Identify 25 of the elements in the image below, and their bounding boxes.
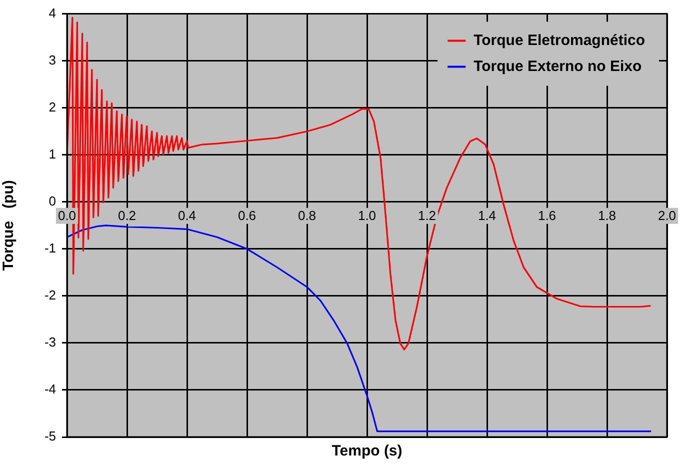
x-tick-label: 1.6 xyxy=(538,208,556,223)
y-tick-label: 1 xyxy=(48,146,56,162)
y-tick-label: 3 xyxy=(48,52,56,68)
y-tick-label: 4 xyxy=(48,5,56,20)
y-tick-label: -4 xyxy=(44,382,56,397)
x-tick-label: 0.6 xyxy=(238,208,256,223)
x-tick-label: 0.2 xyxy=(118,208,136,223)
y-tick-label: -1 xyxy=(44,240,56,256)
x-tick-label: 1.8 xyxy=(598,208,616,223)
y-tick-label: 2 xyxy=(48,99,56,114)
x-tick-label: 2.0 xyxy=(658,208,676,223)
x-axis-title: Tempo (s) xyxy=(332,442,402,460)
y-tick-label: -3 xyxy=(44,334,56,350)
y-tick-label: -2 xyxy=(44,288,56,303)
y-axis-title: Torque (pu) xyxy=(0,180,18,271)
x-tick-label: 0.4 xyxy=(178,208,196,223)
legend-label: Torque Eletromagnético xyxy=(474,32,646,49)
x-tick-label: 1.2 xyxy=(418,208,436,223)
legend-label: Torque Externo no Eixo xyxy=(474,58,642,75)
x-tick-label: 0.8 xyxy=(298,208,316,223)
y-tick-label: 0 xyxy=(48,193,56,208)
x-tick-label: 0.0 xyxy=(58,208,76,223)
x-tick-label: 1.4 xyxy=(478,208,496,223)
y-tick-label: -5 xyxy=(44,428,56,444)
x-tick-label: 1.0 xyxy=(358,208,376,223)
